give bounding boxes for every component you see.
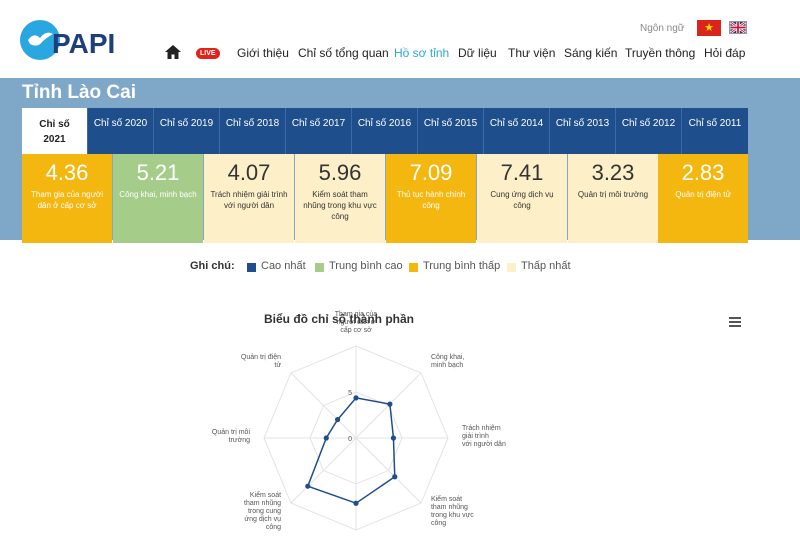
radar-point bbox=[353, 500, 359, 506]
card-value: 7.41 bbox=[500, 160, 544, 185]
legend-swatch bbox=[315, 263, 324, 272]
flag-vietnam-icon[interactable]: ★ bbox=[697, 20, 721, 36]
radar-category-label: Tham gia của người dân ở cấp cơ sở bbox=[335, 310, 378, 334]
legend-item-thap-nhat: Thấp nhất bbox=[521, 260, 571, 272]
tab-2018[interactable]: Chỉ số 2018 bbox=[220, 108, 286, 154]
card-cong-khai[interactable]: 5.21 Công khai, minh bạch bbox=[113, 154, 203, 243]
card-value: 7.09 bbox=[409, 160, 453, 185]
radar-category-label: Quản trị điện tử bbox=[241, 354, 281, 369]
card-label: Công khai, minh bạch bbox=[119, 190, 197, 199]
radar-scale-label: 5 bbox=[348, 390, 352, 397]
chart-menu-icon[interactable] bbox=[729, 317, 741, 327]
tab-2017[interactable]: Chỉ số 2017 bbox=[286, 108, 352, 154]
flag-uk-icon[interactable] bbox=[729, 21, 747, 34]
legend-swatch bbox=[247, 263, 256, 272]
nav-thu-vien[interactable]: Thư viện bbox=[508, 46, 556, 60]
radar-point bbox=[323, 435, 329, 441]
year-tabs: Chỉ số 2021 Chỉ số 2020 Chỉ số 2019 Chỉ … bbox=[22, 108, 748, 154]
index-cards: 4.36 Tham gia của người dân ở cấp cơ sở … bbox=[22, 154, 748, 243]
card-label: Tham gia của người dân ở cấp cơ sở bbox=[31, 190, 103, 210]
radar-spoke bbox=[355, 437, 422, 504]
radar-point bbox=[305, 483, 311, 489]
legend-item-cao-nhat: Cao nhất bbox=[261, 260, 306, 272]
live-icon[interactable]: LIVE bbox=[196, 48, 220, 59]
card-value: 5.21 bbox=[136, 160, 180, 185]
tab-2014[interactable]: Chỉ số 2014 bbox=[484, 108, 550, 154]
page-title: Tỉnh Lào Cai bbox=[22, 82, 136, 103]
radar-category-label: Quản trị môi trường bbox=[212, 429, 251, 444]
card-label: Cung ứng dịch vụ công bbox=[490, 190, 554, 210]
card-label: Quản trị môi trường bbox=[577, 190, 649, 199]
legend-item-trung-binh-cao: Trung bình cao bbox=[329, 260, 403, 272]
card-value: 2.83 bbox=[681, 160, 725, 185]
legend-swatch bbox=[409, 263, 418, 272]
card-value: 4.07 bbox=[227, 160, 271, 185]
radar-point bbox=[390, 435, 397, 441]
card-thu-tuc[interactable]: 7.09 Thủ tục hành chính công bbox=[386, 154, 476, 243]
radar-point bbox=[392, 474, 398, 480]
nav-hoi-dap[interactable]: Hỏi đáp bbox=[704, 46, 746, 60]
card-dien-tu[interactable]: 2.83 Quản trị điện tử bbox=[658, 154, 748, 243]
card-cung-ung[interactable]: 7.41 Cung ứng dịch vụ công bbox=[477, 154, 567, 243]
home-icon[interactable] bbox=[165, 45, 181, 59]
card-kiem-soat[interactable]: 5.96 Kiểm soát tham nhũng trong khu vực … bbox=[295, 154, 385, 243]
nav-sang-kien[interactable]: Sáng kiến bbox=[564, 46, 618, 60]
card-label: Thủ tục hành chính công bbox=[396, 190, 466, 210]
card-value: 5.96 bbox=[318, 160, 362, 185]
card-label: Trách nhiệm giải trình với người dân bbox=[210, 190, 288, 210]
tab-2021[interactable]: Chỉ số 2021 bbox=[22, 108, 88, 154]
radar-point bbox=[387, 401, 393, 407]
card-tham-gia[interactable]: 4.36 Tham gia của người dân ở cấp cơ sở bbox=[22, 154, 112, 243]
chart-title: Biểu đồ chỉ số thành phần bbox=[264, 312, 414, 326]
radar-category-label: Kiểm soát tham nhũng trong cung ứng dịch vụ… bbox=[244, 491, 281, 531]
tab-2019[interactable]: Chỉ số 2019 bbox=[154, 108, 220, 154]
tab-2011[interactable]: Chỉ số 2011 bbox=[682, 108, 748, 154]
radar-spoke bbox=[290, 372, 357, 439]
card-trach-nhiem[interactable]: 4.07 Trách nhiệm giải trình với người dâ… bbox=[204, 154, 294, 243]
radar-category-label: Công khai, minh bạch bbox=[431, 354, 465, 369]
tab-2016[interactable]: Chỉ số 2016 bbox=[352, 108, 418, 154]
tab-2013[interactable]: Chỉ số 2013 bbox=[550, 108, 616, 154]
nav-chi-so-tong-quan[interactable]: Chỉ số tổng quan bbox=[298, 46, 389, 60]
dove-icon bbox=[28, 32, 53, 46]
papi-logo[interactable]: PAPI bbox=[20, 18, 130, 62]
card-value: 4.36 bbox=[45, 160, 89, 185]
card-moi-truong[interactable]: 3.23 Quản trị môi trường bbox=[568, 154, 658, 243]
nav-du-lieu[interactable]: Dữ liệu bbox=[458, 46, 497, 60]
radar-category-label: Kiểm soát tham nhũng trong khu vực công bbox=[431, 495, 474, 527]
nav-gioi-thieu[interactable]: Giới thiệu bbox=[237, 46, 289, 60]
legend-title: Ghi chú: bbox=[190, 260, 235, 272]
card-value: 3.23 bbox=[591, 160, 635, 185]
radar-point bbox=[353, 395, 359, 401]
logo-text: PAPI bbox=[52, 28, 116, 59]
site-header: PAPI Ngôn ngữ ★ LIVE Giới thiệu Chỉ số t… bbox=[0, 0, 800, 78]
nav-truyen-thong[interactable]: Truyền thông bbox=[625, 46, 696, 60]
radar-scale-label: 0 bbox=[348, 436, 352, 443]
card-label: Kiểm soát tham nhũng trong khu vực công bbox=[303, 190, 377, 221]
nav-ho-so-tinh[interactable]: Hồ sơ tỉnh bbox=[394, 46, 450, 60]
radar-category-label: Trách nhiệm giải trình với người dân bbox=[462, 425, 506, 448]
legend-item-trung-binh-thap: Trung bình thấp bbox=[423, 260, 501, 272]
tab-2015[interactable]: Chỉ số 2015 bbox=[418, 108, 484, 154]
language-label: Ngôn ngữ bbox=[640, 23, 685, 34]
card-label: Quản trị điện tử bbox=[675, 190, 731, 199]
radar-point bbox=[334, 416, 341, 423]
radar-series-line bbox=[306, 397, 396, 505]
radar-spoke bbox=[290, 437, 357, 504]
tab-2020[interactable]: Chỉ số 2020 bbox=[88, 108, 154, 154]
tab-2012[interactable]: Chỉ số 2012 bbox=[616, 108, 682, 154]
legend-swatch bbox=[507, 263, 516, 272]
